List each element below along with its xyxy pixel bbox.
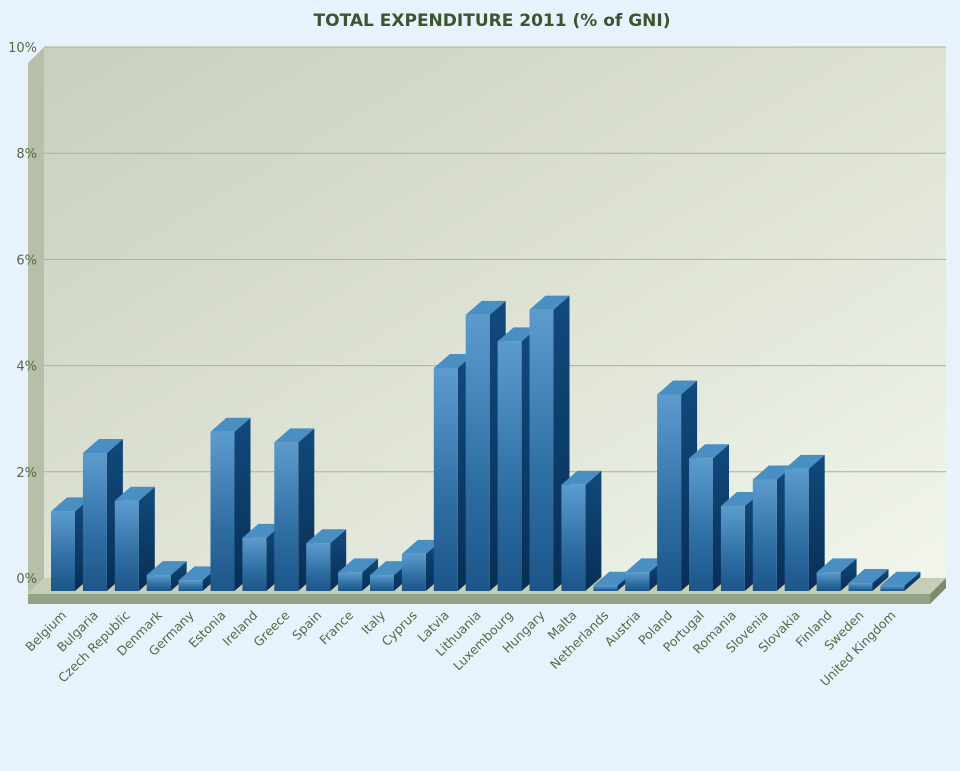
y-tick-label: 0% <box>16 572 37 587</box>
bar-top-face <box>720 492 761 507</box>
bar-side-face <box>585 470 602 591</box>
bar-top-face <box>146 561 187 576</box>
bar[interactable] <box>784 454 825 591</box>
bar-front-face <box>689 458 713 591</box>
bar-front-face <box>210 431 235 591</box>
bar-front-face <box>561 484 586 591</box>
bar-front-face <box>497 341 522 591</box>
bar-front-face <box>178 580 203 591</box>
bar-front-face <box>433 367 458 591</box>
bar[interactable] <box>880 571 921 591</box>
chart-floor-front <box>28 594 930 604</box>
bar-top-face <box>114 486 155 501</box>
bar-front-face <box>306 543 331 591</box>
bar-top-face <box>784 454 825 469</box>
bar[interactable] <box>114 486 155 591</box>
bar[interactable] <box>210 417 251 591</box>
bar-front-face <box>657 394 682 591</box>
bar-front-face <box>82 452 107 591</box>
bar[interactable] <box>274 428 315 591</box>
bar-front-face <box>338 572 363 591</box>
bar-front-face <box>146 575 171 591</box>
y-tick-label: 6% <box>16 253 37 268</box>
y-tick-label: 2% <box>16 466 37 481</box>
bar-top-face <box>529 295 570 310</box>
bar[interactable] <box>306 529 347 591</box>
bar-front-face <box>720 506 745 591</box>
bar[interactable] <box>816 558 857 591</box>
bar[interactable] <box>338 558 379 591</box>
y-tick-label: 4% <box>16 360 37 375</box>
y-tick-label: 10% <box>8 41 37 56</box>
bar-top-face <box>51 497 91 512</box>
bar-front-face <box>370 575 394 591</box>
bar-side-face <box>170 561 187 591</box>
bar-top-face <box>338 558 379 573</box>
bar-side-face <box>904 571 921 591</box>
bar-top-face <box>880 571 921 586</box>
bar-front-face <box>848 583 873 591</box>
bar-front-face <box>752 479 777 591</box>
bar-front-face <box>51 511 75 591</box>
bar-front-face <box>625 572 650 591</box>
bars <box>51 295 921 591</box>
bar-top-face <box>625 558 666 573</box>
bar-top-face <box>242 523 283 538</box>
bar[interactable] <box>146 561 187 591</box>
bar-front-face <box>593 585 618 591</box>
bar-front-face <box>274 442 299 591</box>
bar[interactable] <box>848 569 889 591</box>
bar-top-face <box>401 539 442 554</box>
bar-top-face <box>306 529 347 544</box>
bar-side-face <box>872 569 889 591</box>
bar-front-face <box>880 585 905 591</box>
x-tick-label: Cyprus <box>379 608 420 649</box>
bar-top-face <box>178 566 219 581</box>
bar-front-face <box>529 309 554 591</box>
bar-top-face <box>82 438 123 453</box>
bar-top-face <box>816 558 857 573</box>
bar-top-face <box>848 569 889 584</box>
x-tick-label: Austria <box>601 608 643 650</box>
bar-top-face <box>433 353 474 368</box>
bar-top-face <box>561 470 602 485</box>
bar-front-face <box>242 537 267 591</box>
bar-front-face <box>816 572 841 591</box>
bar-front-face <box>401 553 426 591</box>
bar-top-face <box>465 300 506 315</box>
chart-title: TOTAL EXPENDITURE 2011 (% of GNI) <box>314 11 671 31</box>
bar-top-face <box>593 571 634 586</box>
x-tick-label: France <box>316 607 356 647</box>
bar-top-face <box>657 380 698 395</box>
y-axis-ticks: 0% 2% 4% 6% 8% 10% <box>8 41 37 587</box>
bar-side-face <box>808 454 825 591</box>
bar-top-face <box>210 417 251 432</box>
chart-floor-side <box>930 578 946 604</box>
bar-side-face <box>362 558 379 591</box>
bar-top-face <box>497 327 538 342</box>
bar-side-face <box>840 558 857 591</box>
y-tick-label: 8% <box>16 147 37 162</box>
x-tick-label: Greece <box>250 607 292 649</box>
bar[interactable] <box>561 470 602 591</box>
bar-top-face <box>752 465 793 480</box>
bar-front-face <box>114 500 139 591</box>
bar-top-face <box>274 428 315 443</box>
plot-left-wall <box>28 47 44 594</box>
bar-top-face <box>370 561 410 576</box>
bar-top-face <box>689 444 729 459</box>
bar-front-face <box>465 314 490 591</box>
bar-side-face <box>138 486 155 591</box>
bar-front-face <box>784 468 809 591</box>
